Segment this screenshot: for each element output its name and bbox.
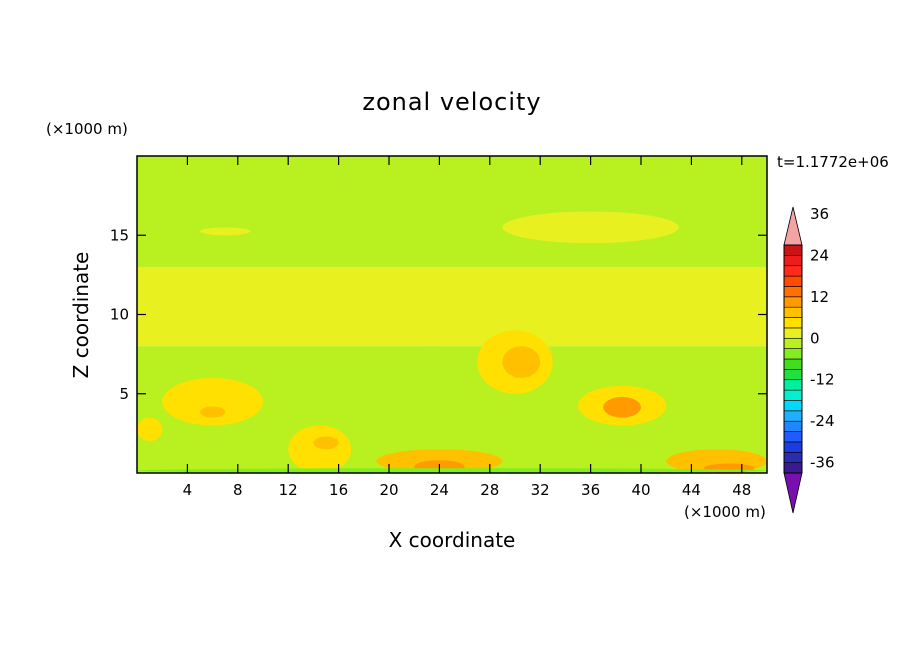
field-blob: [502, 346, 541, 378]
colorbar-box: [783, 431, 803, 443]
colorbar-tick-label: -36: [810, 454, 835, 472]
colorbar-box: [783, 306, 803, 318]
field-layer: [137, 266, 767, 347]
x-tick-label: 16: [329, 481, 348, 499]
x-tick-label: 4: [183, 481, 193, 499]
x-tick-label: 36: [581, 481, 600, 499]
field-blob: [313, 436, 339, 450]
field-blob: [137, 468, 767, 473]
x-axis-label: X coordinate: [388, 528, 516, 552]
colorbar-box: [783, 327, 803, 339]
field-blob: [389, 346, 465, 442]
colorbar-box: [783, 337, 803, 349]
field-blob: [137, 417, 163, 442]
colorbar-extend-top: [783, 206, 803, 246]
contour-field: [137, 156, 767, 473]
colorbar-box: [783, 462, 803, 474]
colorbar-box: [783, 400, 803, 412]
field-blob: [603, 396, 641, 418]
y-tick-label: 10: [110, 306, 129, 324]
colorbar-box: [783, 379, 803, 391]
x-tick-label: 20: [379, 481, 398, 499]
chart-title: zonal velocity: [362, 88, 542, 116]
field-blob: [200, 406, 226, 418]
colorbar-box: [783, 451, 803, 463]
colorbar-extend-bottom: [783, 472, 803, 514]
field-blob: [288, 425, 352, 473]
colorbar-box: [783, 358, 803, 370]
colorbar-box: [783, 389, 803, 401]
colorbar-tick-label: -24: [810, 412, 835, 430]
colorbar-tick-label: 24: [810, 246, 829, 264]
y-tick-label: 15: [110, 226, 129, 244]
colorbar-box: [783, 420, 803, 432]
colorbar-box: [783, 369, 803, 381]
field-blob: [162, 377, 263, 426]
field-blob: [502, 211, 679, 244]
x-tick-label: 32: [531, 481, 550, 499]
colorbar-tick-label: -12: [810, 371, 835, 389]
colorbar-box: [783, 275, 803, 287]
x-tick-label: 24: [430, 481, 449, 499]
x-axis-unit: (×1000 m): [684, 503, 766, 521]
colorbar-box: [783, 296, 803, 308]
y-tick-label: 5: [119, 385, 129, 403]
colorbar-frame: [783, 244, 803, 474]
colorbar: 36 24 12 0 -12 -24 -36: [783, 205, 835, 514]
colorbar-box: [783, 244, 803, 256]
colorbar-tick-label: 0: [810, 329, 820, 347]
colorbar-box: [783, 348, 803, 360]
colorbar-box: [783, 441, 803, 453]
colorbar-tick-label: 36: [810, 205, 829, 223]
colorbar-box: [783, 286, 803, 298]
x-tick-label: 12: [279, 481, 298, 499]
colorbar-box: [783, 265, 803, 277]
field-layer: [137, 156, 767, 267]
x-tick-label: 48: [732, 481, 751, 499]
x-tick-label: 8: [233, 481, 243, 499]
colorbar-box: [783, 317, 803, 329]
x-tick-label: 40: [631, 481, 650, 499]
colorbar-tick-label: 12: [810, 288, 829, 306]
x-tick-label: 28: [480, 481, 499, 499]
y-axis-unit: (×1000 m): [46, 120, 128, 138]
colorbar-box: [783, 255, 803, 267]
time-label: t=1.1772e+06: [777, 153, 889, 171]
field-blob: [200, 227, 251, 236]
x-tick-label: 44: [682, 481, 701, 499]
colorbar-box: [783, 410, 803, 422]
